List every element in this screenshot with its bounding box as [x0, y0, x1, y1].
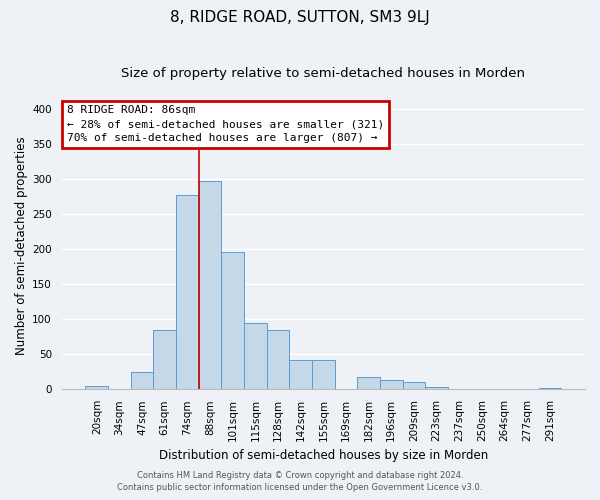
- Y-axis label: Number of semi-detached properties: Number of semi-detached properties: [15, 136, 28, 355]
- Bar: [266, 330, 289, 390]
- Text: Contains HM Land Registry data © Crown copyright and database right 2024.
Contai: Contains HM Land Registry data © Crown c…: [118, 471, 482, 492]
- Bar: [199, 181, 221, 390]
- Bar: [358, 376, 380, 390]
- Text: 8, RIDGE ROAD, SUTTON, SM3 9LJ: 8, RIDGE ROAD, SUTTON, SM3 9LJ: [170, 10, 430, 25]
- Bar: [176, 195, 199, 390]
- Text: 8 RIDGE ROAD: 86sqm
← 28% of semi-detached houses are smaller (321)
70% of semi-: 8 RIDGE ROAD: 86sqm ← 28% of semi-detach…: [67, 106, 384, 144]
- Bar: [403, 382, 425, 390]
- X-axis label: Distribution of semi-detached houses by size in Morden: Distribution of semi-detached houses by …: [158, 450, 488, 462]
- Bar: [221, 252, 244, 390]
- Title: Size of property relative to semi-detached houses in Morden: Size of property relative to semi-detach…: [121, 68, 526, 80]
- Bar: [312, 360, 335, 390]
- Bar: [244, 323, 266, 390]
- Bar: [380, 380, 403, 390]
- Bar: [131, 372, 154, 390]
- Bar: [289, 360, 312, 390]
- Bar: [425, 386, 448, 390]
- Bar: [154, 330, 176, 390]
- Bar: [85, 386, 108, 390]
- Bar: [539, 388, 561, 390]
